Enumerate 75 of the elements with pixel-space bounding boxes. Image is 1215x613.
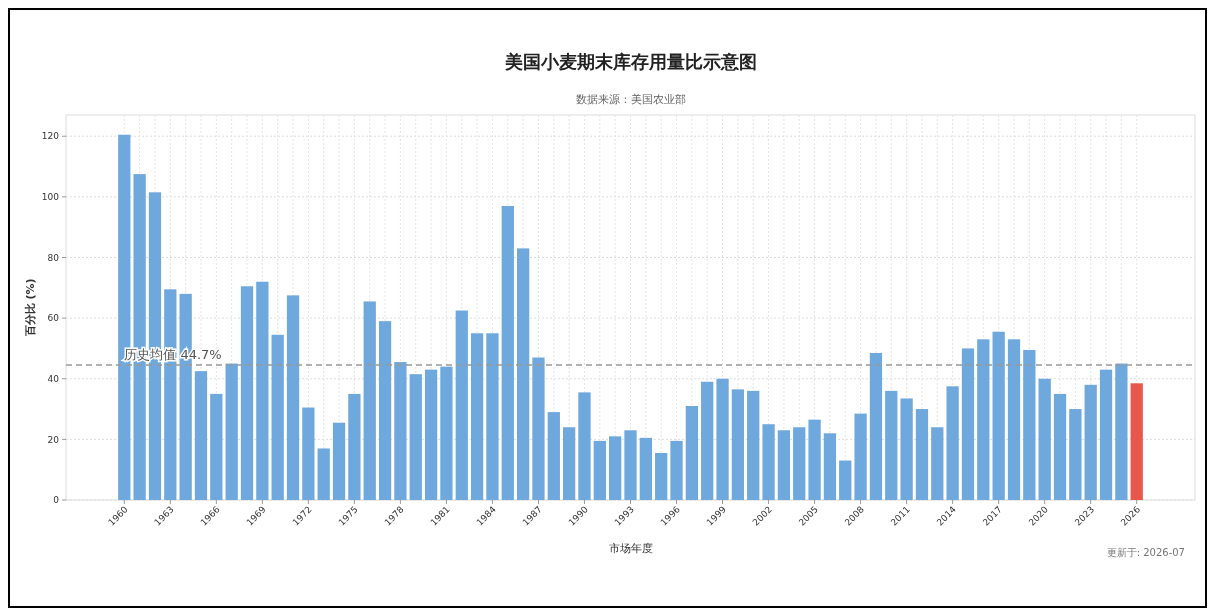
- x-axis-title: 市场年度: [608, 542, 653, 555]
- bar: [547, 412, 560, 500]
- bar: [424, 369, 438, 500]
- bar: [946, 386, 959, 500]
- bar: [578, 392, 591, 500]
- y-tick-label: 0: [53, 495, 60, 506]
- bar: [256, 281, 269, 500]
- bar: [823, 433, 837, 500]
- bar: [563, 427, 576, 500]
- y-axis-title: 百分比 (%): [24, 278, 37, 338]
- bar: [593, 440, 606, 500]
- bar: [670, 440, 683, 500]
- bar: [302, 407, 315, 500]
- bar: [1115, 363, 1128, 500]
- bar: [455, 310, 468, 500]
- chart-title: 美国小麦期末库存用量比示意图: [503, 51, 757, 72]
- bar: [194, 371, 208, 500]
- bar: [1130, 383, 1143, 500]
- y-tick-label: 80: [47, 252, 60, 263]
- bar: [609, 436, 622, 500]
- bar: [931, 427, 944, 500]
- chart-subtitle: 数据来源：美国农业部: [575, 93, 686, 106]
- bar: [286, 295, 300, 500]
- bar: [332, 422, 346, 500]
- bar: [869, 352, 883, 500]
- bar: [317, 448, 330, 500]
- bar: [440, 366, 453, 500]
- bar: [532, 357, 545, 500]
- bar: [470, 333, 484, 500]
- bar: [793, 427, 806, 500]
- bar: [915, 409, 929, 500]
- bar: [808, 419, 821, 500]
- bar: [777, 430, 791, 500]
- bar: [240, 286, 254, 500]
- bar: [164, 289, 177, 500]
- bar: [363, 301, 376, 500]
- bar: [1007, 339, 1021, 500]
- y-tick-label: 100: [41, 192, 60, 202]
- bar: [1099, 369, 1113, 500]
- bar: [961, 348, 975, 500]
- bar: [516, 248, 530, 500]
- bar: [839, 460, 852, 500]
- bar: [977, 339, 990, 500]
- bar: [900, 398, 913, 500]
- bar: [624, 430, 637, 500]
- bar: [747, 390, 760, 500]
- bar: [1084, 384, 1097, 500]
- bar: [378, 321, 392, 500]
- bar: [716, 378, 729, 500]
- bar: [1069, 409, 1082, 500]
- y-tick-label: 20: [47, 434, 60, 445]
- y-tick-label: 60: [47, 313, 60, 324]
- bar: [486, 333, 499, 500]
- bar: [348, 393, 361, 500]
- bar: [409, 374, 422, 500]
- text: 更新于: 2026-07: [1106, 547, 1185, 558]
- y-tick-label: 40: [47, 373, 60, 384]
- bar: [685, 406, 698, 500]
- bar: [210, 393, 223, 500]
- bar: [762, 424, 775, 500]
- bar: [731, 389, 745, 500]
- bar: [992, 331, 1005, 500]
- bar: [885, 390, 898, 500]
- bar: [225, 363, 238, 500]
- bar: [1038, 378, 1051, 500]
- y-tick-label: 120: [41, 131, 60, 142]
- bar: [854, 413, 867, 500]
- bar: [701, 381, 714, 500]
- bar: [639, 437, 652, 500]
- bar: [394, 362, 407, 500]
- bar: [271, 334, 284, 500]
- bar: [1023, 349, 1036, 500]
- bar: [501, 205, 514, 500]
- bar: [1053, 393, 1067, 500]
- bar: [655, 453, 668, 500]
